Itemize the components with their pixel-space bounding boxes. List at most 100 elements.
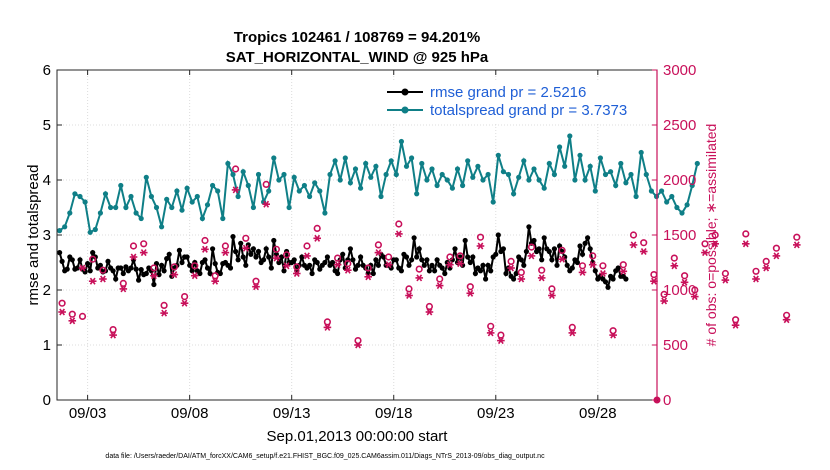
asterisk-stroke <box>426 308 433 316</box>
obs-possible-marker <box>385 253 393 261</box>
obs-possible-marker <box>354 337 362 345</box>
rmse-point <box>210 246 216 252</box>
totalspread-point <box>521 158 527 164</box>
rmse-point <box>577 243 583 249</box>
obs-assimilated-marker <box>109 331 117 339</box>
y-tick-label-right: 1000 <box>663 282 696 299</box>
asterisk-stroke <box>181 299 188 307</box>
obs-possible-marker <box>711 231 719 239</box>
rmse-point <box>352 266 359 272</box>
obs-assimilated-marker <box>405 291 413 300</box>
obs-assimilated-marker <box>252 283 260 291</box>
totalspread-point <box>694 160 700 167</box>
obs-possible-marker <box>446 253 454 261</box>
rmse-point <box>317 266 323 272</box>
series-obs <box>58 165 801 404</box>
rmse-point <box>536 246 542 252</box>
obs-possible-marker <box>303 242 311 250</box>
obs-possible-marker <box>619 261 627 269</box>
asterisk-stroke <box>375 249 382 257</box>
rmse-point <box>202 257 208 263</box>
obs-assimilated-marker <box>354 341 362 349</box>
obs-possible-marker <box>170 263 178 271</box>
obs-possible-marker <box>374 241 383 249</box>
obs-possible-marker <box>691 286 699 294</box>
asterisk-stroke <box>89 277 96 285</box>
asterisk-stroke <box>691 293 698 301</box>
obs-possible-marker <box>680 272 689 280</box>
asterisk-stroke <box>344 266 351 274</box>
obs-assimilated-marker <box>344 266 352 274</box>
totalspread-point <box>250 204 256 211</box>
obs-possible-marker <box>344 260 352 268</box>
obs-possible-marker <box>150 264 158 272</box>
totalspread-point <box>276 177 282 183</box>
rmse-point <box>230 234 236 240</box>
obs-assimilated-marker <box>119 285 128 293</box>
rmse-point <box>105 258 111 264</box>
asterisk-stroke <box>416 274 423 282</box>
rmse-point <box>138 267 144 273</box>
obs-possible-marker <box>405 285 413 293</box>
totalspread-point <box>194 193 200 200</box>
asterisk-stroke <box>630 241 637 249</box>
asterisk-stroke <box>671 262 678 270</box>
obs-possible-marker <box>415 265 423 273</box>
rmse-point <box>248 251 254 257</box>
obs-possible-marker <box>436 275 444 283</box>
rmse-point <box>322 259 328 266</box>
obs-assimilated-marker <box>476 242 485 250</box>
rmse-point <box>266 254 272 260</box>
obs-assimilated-marker <box>721 276 730 284</box>
asterisk-stroke <box>487 329 494 337</box>
totalspread-point <box>531 166 537 172</box>
totalspread-point <box>444 177 450 183</box>
rmse-point <box>268 265 274 271</box>
asterisk-stroke <box>263 200 270 208</box>
rmse-point <box>74 265 80 271</box>
rmse-point <box>166 251 172 257</box>
rmse-point <box>250 246 256 252</box>
totalspread-point <box>327 171 333 178</box>
totalspread-point <box>352 166 359 172</box>
rmse-point <box>432 268 438 274</box>
x-axis-label: Sep.01,2013 00:00:00 start <box>267 428 449 445</box>
asterisk-stroke <box>579 268 586 276</box>
obs-assimilated-marker <box>711 240 719 248</box>
totalspread-point <box>143 174 149 180</box>
y-axis-right-label: # of obs: o=possible; ∗=assimilated <box>703 124 719 347</box>
rmse-point <box>434 257 440 263</box>
totalspread-point <box>113 204 119 211</box>
rmse-point <box>263 246 269 252</box>
x-tick-label: 09/08 <box>171 405 209 422</box>
rmse-point <box>85 261 91 267</box>
rmse-point <box>375 262 381 268</box>
obs-assimilated-marker <box>772 252 781 260</box>
totalspread-point <box>419 160 425 167</box>
totalspread-point <box>551 171 558 178</box>
totalspread-point <box>153 204 160 211</box>
x-tick-label: 09/28 <box>579 405 617 422</box>
obs-possible-marker <box>160 301 168 310</box>
totalspread-point <box>225 160 231 167</box>
obs-possible-marker <box>425 302 434 311</box>
totalspread-point <box>608 169 614 175</box>
obs-assimilated-marker <box>558 255 566 263</box>
obs-assimilated-marker <box>639 247 648 256</box>
asterisk-stroke <box>763 264 770 272</box>
rmse-point <box>350 257 356 263</box>
obs-assimilated-marker <box>303 252 311 260</box>
x-tick-label: 09/18 <box>375 405 413 422</box>
obs-possible-marker <box>232 165 240 173</box>
totalspread-point <box>312 180 318 186</box>
obs-assimilated-marker <box>68 317 77 325</box>
y-axis-left-ticks: 0 1 2 3 4 5 6 <box>43 62 62 409</box>
obs-possible-marker <box>752 267 760 275</box>
obs-assimilated-marker <box>99 275 107 283</box>
rmse-point <box>477 268 484 274</box>
asterisk-stroke <box>610 331 617 339</box>
totalspread-point <box>613 182 619 189</box>
obs-assimilated-marker <box>548 291 556 300</box>
rmse-point <box>324 254 330 260</box>
obs-possible-marker <box>568 323 576 332</box>
